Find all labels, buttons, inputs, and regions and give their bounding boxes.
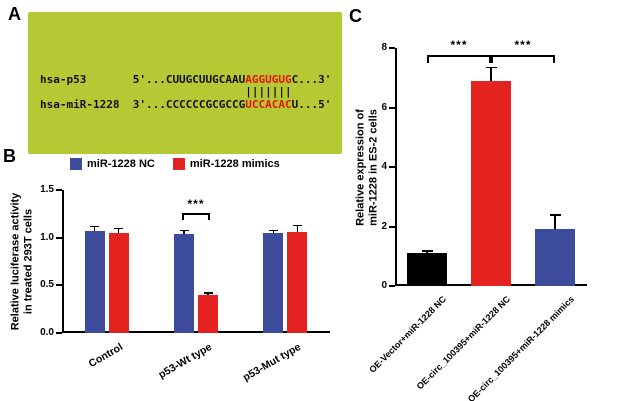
error-bar-line xyxy=(183,230,185,234)
y-tick-mark xyxy=(389,285,395,287)
y-tick-label: 8 xyxy=(381,42,387,53)
significance-label: *** xyxy=(514,38,532,53)
significance-bracket xyxy=(427,55,491,58)
legend-item-mimics: miR-1228 mimics xyxy=(172,158,280,170)
sequence-p53-suffix: C...3' xyxy=(291,73,332,86)
y-tick-label: 0 xyxy=(381,280,387,291)
error-bar-cap xyxy=(268,229,278,232)
y-tick-mark xyxy=(56,189,62,191)
chart-b-y-axis-title-line1: Relative luciferase activity xyxy=(9,192,22,331)
significance-label: *** xyxy=(450,38,468,53)
error-bar-cap xyxy=(203,292,213,294)
bar xyxy=(407,253,447,286)
legend-swatch-nc xyxy=(70,158,82,170)
y-tick-label: 1.5 xyxy=(40,184,54,195)
sequence-mir1228-suffix: U...5' xyxy=(291,98,332,111)
x-category-label: p53-Wt type xyxy=(156,341,214,382)
significance-bracket-tick xyxy=(208,212,210,220)
panel-c-label: C xyxy=(349,6,362,26)
chart-b-plot-area xyxy=(62,190,330,333)
y-tick-label: 2 xyxy=(381,220,387,232)
y-tick-label: 4 xyxy=(381,161,387,172)
significance-bracket-tick xyxy=(427,55,429,64)
bar xyxy=(263,232,284,333)
sequence-p53-match: AGGUGUG xyxy=(245,73,292,86)
panel-a-label: A xyxy=(8,4,21,24)
y-tick-mark xyxy=(389,47,395,49)
error-bar-cap xyxy=(114,227,124,230)
y-tick-label: 0.5 xyxy=(40,279,54,291)
error-bar-cap xyxy=(90,225,100,228)
x-category-label: p53-Mut type xyxy=(241,341,304,384)
error-bar-line xyxy=(426,250,428,254)
y-tick-mark xyxy=(56,236,62,239)
legend-label-nc: miR-1228 NC xyxy=(87,158,155,170)
bar xyxy=(471,80,511,286)
bar xyxy=(108,232,129,333)
bar xyxy=(287,231,308,333)
legend-label-mimics: miR-1228 mimics xyxy=(189,158,280,170)
significance-bracket-tick xyxy=(182,212,184,220)
base-pair-bond-lines: ||||||| xyxy=(245,85,292,98)
error-bar-cap xyxy=(549,214,561,216)
x-category-label: OE-circ_100395+miR-1228 mimics xyxy=(465,294,577,401)
sequence-alignment-box: hsa-p53 5'...CUUGCUUGCAAUAGGUGUGC...3' |… xyxy=(28,12,342,154)
significance-bracket-tick xyxy=(491,55,493,64)
legend-swatch-mimics xyxy=(172,158,185,170)
sequence-p53: 5'...CUUGCUUGCAAUAGGUGUGC...3' xyxy=(133,72,332,87)
sequence-alignment: hsa-p53 5'...CUUGCUUGCAAUAGGUGUGC...3' |… xyxy=(40,72,331,112)
sequence-name-p53: hsa-p53 xyxy=(40,73,87,86)
error-bar-line xyxy=(554,214,556,230)
sequence-row-mir1228: hsa-miR-1228 3'...CCCCCCGCGCCGUCCACACU..… xyxy=(40,97,331,112)
y-tick-label: 6 xyxy=(381,101,387,113)
error-bar-cap xyxy=(421,250,433,252)
bar xyxy=(535,229,575,286)
sequence-p53-prefix: 5'...CUUGCUUGCAAU xyxy=(132,73,246,86)
bonds-spacer xyxy=(40,87,133,97)
error-bar-line xyxy=(272,230,275,233)
legend-item-nc: miR-1228 NC xyxy=(70,158,155,170)
sequence-name-mir1228: hsa-miR-1228 xyxy=(40,98,120,111)
x-category-label: Control xyxy=(86,341,125,371)
y-tick-label: 1.0 xyxy=(40,231,54,243)
bar xyxy=(84,230,105,333)
sequence-mir1228: 3'...CCCCCCGCGCCGUCCACACU...5' xyxy=(133,97,332,112)
error-bar-line xyxy=(93,226,96,231)
y-tick-label: 0.0 xyxy=(40,327,54,338)
significance-bracket xyxy=(182,212,210,215)
error-bar-cap xyxy=(485,66,497,69)
y-tick-mark xyxy=(56,332,62,334)
base-pair-bonds: ||||||| xyxy=(40,85,331,98)
error-bar-line xyxy=(117,228,120,233)
error-bar-line xyxy=(296,225,299,232)
error-bar-cap xyxy=(292,224,302,227)
bar xyxy=(174,233,194,333)
chart-c: Relative expression of miR-1228 in ES-2 … xyxy=(345,0,638,401)
y-tick-mark xyxy=(389,225,395,228)
error-bar-cap xyxy=(179,229,189,232)
significance-bracket-tick xyxy=(489,55,491,64)
y-tick-mark xyxy=(56,284,62,287)
y-tick-mark xyxy=(389,106,395,109)
legend: miR-1228 NC miR-1228 mimics xyxy=(70,158,280,170)
sequence-row-p53: hsa-p53 5'...CUUGCUUGCAAUAGGUGUGC...3' xyxy=(40,72,331,87)
panel-b-label: B xyxy=(3,146,16,166)
chart-b-y-axis-title-line2: in treated 293T cells xyxy=(22,208,34,315)
chart-b: miR-1228 NC miR-1228 mimics Relative luc… xyxy=(0,148,345,401)
bar xyxy=(198,294,218,333)
significance-label: *** xyxy=(187,196,205,211)
sequence-mir1228-prefix: 3'...CCCCCCGCGCCG xyxy=(132,98,246,111)
y-tick-mark xyxy=(389,166,395,168)
error-bar-line xyxy=(490,67,492,81)
significance-bracket-tick xyxy=(553,55,555,64)
chart-b-y-axis-title: Relative luciferase activity in treated … xyxy=(10,177,35,347)
significance-bracket xyxy=(491,55,555,58)
sequence-mir1228-match: UCCACAC xyxy=(245,98,292,111)
